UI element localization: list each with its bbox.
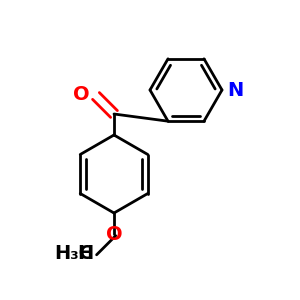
Text: H: H: [77, 244, 93, 262]
Text: O: O: [106, 224, 122, 244]
Text: H₃C: H₃C: [54, 244, 93, 262]
Text: N: N: [227, 80, 244, 100]
Text: O: O: [73, 85, 90, 104]
